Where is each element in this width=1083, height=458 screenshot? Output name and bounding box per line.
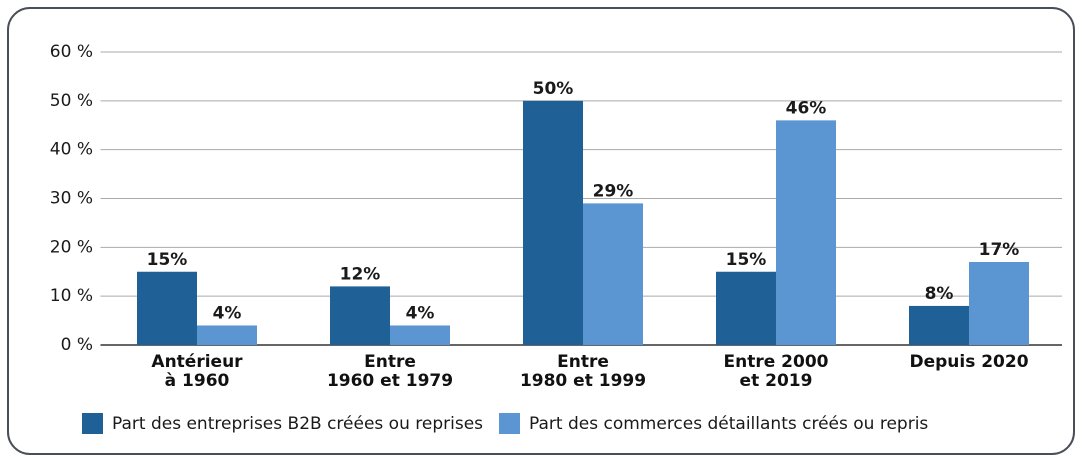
- bar: [969, 261, 1029, 345]
- value-label: 8%: [925, 284, 954, 304]
- bar: [330, 286, 390, 345]
- y-tick-label: 40 %: [50, 140, 93, 160]
- value-label: 17%: [979, 240, 1020, 260]
- legend-label: Part des commerces détaillants créés ou …: [529, 414, 928, 434]
- value-label: 4%: [213, 303, 242, 323]
- frame: [7, 7, 1075, 455]
- y-tick-label: 60 %: [50, 42, 93, 62]
- legend-swatch: [82, 413, 103, 434]
- legend-swatch: [499, 413, 521, 434]
- bar: [390, 325, 450, 345]
- value-label: 50%: [533, 79, 574, 99]
- value-label: 12%: [340, 264, 381, 284]
- bar: [716, 271, 776, 345]
- bar: [197, 325, 257, 345]
- x-tick-label: Depuis 2020: [909, 352, 1029, 372]
- x-tick-label: Entre 2000 et 2019: [723, 352, 829, 391]
- bar: [523, 100, 583, 345]
- value-label: 29%: [593, 181, 634, 201]
- y-tick-label: 30 %: [50, 189, 93, 209]
- bar: [583, 203, 643, 345]
- legend-label: Part des entreprises B2B créées ou repri…: [112, 414, 483, 434]
- x-tick-label: Entre 1980 et 1999: [519, 352, 647, 391]
- bar: [137, 271, 197, 345]
- y-tick-label: 10 %: [50, 286, 93, 306]
- y-tick-label: 20 %: [50, 237, 93, 257]
- bar: [776, 120, 836, 345]
- value-label: 15%: [147, 250, 188, 270]
- value-label: 4%: [406, 303, 435, 323]
- y-tick-label: 50 %: [50, 91, 93, 111]
- x-tick-label: Antérieur à 1960: [151, 352, 243, 391]
- y-tick-label: 0 %: [61, 335, 93, 355]
- x-tick-label: Entre 1960 et 1979: [326, 352, 454, 391]
- value-label: 46%: [786, 98, 827, 118]
- bar: [909, 305, 969, 345]
- value-label: 15%: [726, 250, 767, 270]
